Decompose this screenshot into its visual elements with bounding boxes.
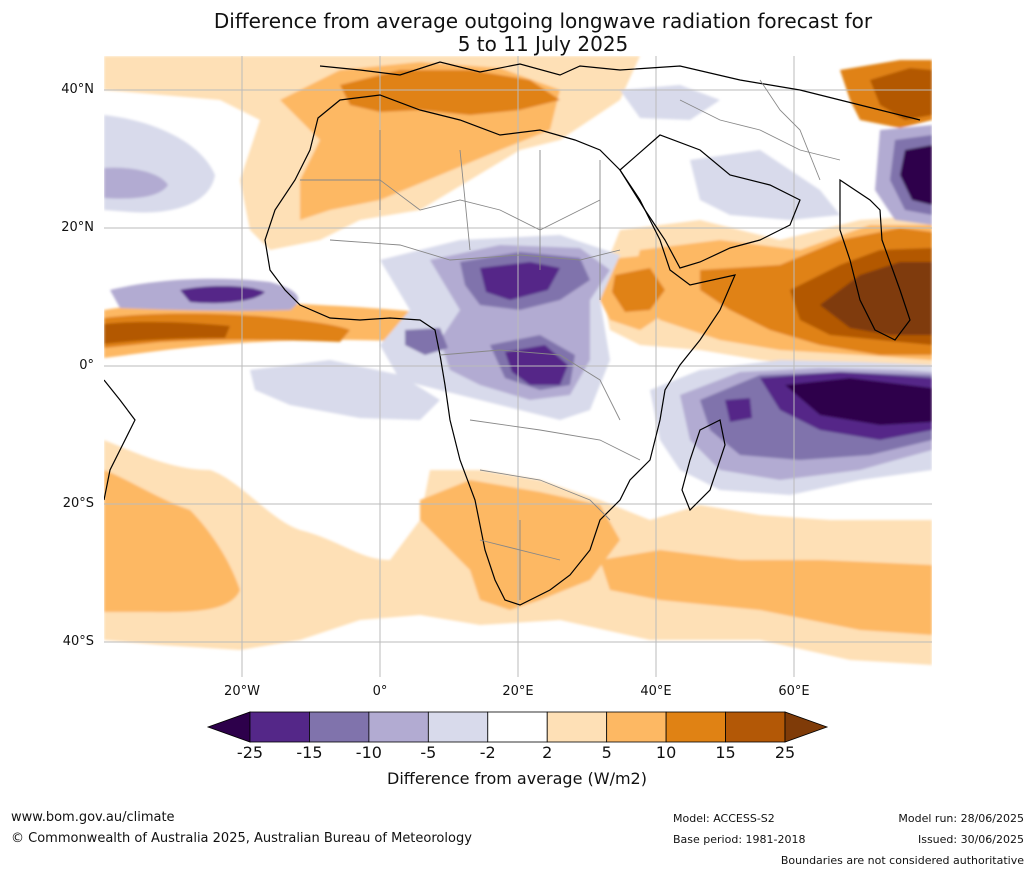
lon-label-60e: 60°E	[778, 684, 810, 699]
title-line-2: 5 to 11 July 2025	[457, 32, 629, 56]
lon-label-0: 0°	[372, 684, 388, 699]
anomaly-area-sudan-purple-dark	[480, 262, 560, 300]
colorbar-tick-label: -10	[355, 743, 382, 762]
coastline-europe	[319, 61, 921, 121]
colorbar-tick-label: 10	[655, 743, 677, 762]
colorbar-tick-label: 5	[601, 743, 612, 762]
colorbar-tick-label: 15	[715, 743, 736, 762]
lat-label-20s: 20°S	[62, 496, 94, 511]
colorbar-swatch	[606, 711, 667, 743]
website-text: www.bom.gov.au/climate	[11, 810, 175, 825]
anomaly-area-horn-africa-core	[612, 268, 665, 312]
anomaly-area-arabia-purple	[690, 150, 840, 220]
colorbar-swatch	[665, 711, 726, 743]
country-borders	[300, 79, 841, 600]
model-run-text: Model run: 28/06/2025	[898, 812, 1024, 825]
anomaly-area-atlantic-itcz-dark	[104, 321, 230, 344]
colorbar-swatch	[487, 711, 548, 743]
anomaly-area-iran-core	[870, 68, 932, 120]
anomaly-area-bay-bengal-core	[900, 145, 932, 205]
colorbar-tick-label: -25	[236, 743, 264, 762]
anomaly-area-south-atlantic-mid	[104, 470, 240, 613]
colorbar-swatch	[309, 711, 370, 743]
forecast-map	[104, 56, 932, 677]
coastlines	[104, 61, 921, 606]
anomaly-area-middle-east-purple	[620, 85, 720, 120]
coastline-madagascar	[681, 419, 726, 512]
copyright-text: © Commonwealth of Australia 2025, Austra…	[11, 831, 472, 846]
anomaly-area-atlantic-itcz-purple-dark	[180, 286, 265, 304]
base-period-text: Base period: 1981-2018	[673, 833, 806, 846]
colorbar-tick-label: 2	[542, 743, 553, 762]
coastline-south-america	[104, 379, 136, 501]
coastline-arabia	[619, 134, 801, 269]
disclaimer-text: Boundaries are not considered authoritat…	[780, 854, 1024, 867]
anomaly-area-india-core	[820, 262, 932, 335]
colorbar-tick-label: 25	[774, 743, 796, 762]
anomaly-area-mediterranean	[340, 70, 560, 115]
lon-label-20w: 20°W	[224, 684, 260, 699]
coastline-india	[839, 178, 911, 341]
colorbar-extend-low	[206, 711, 251, 743]
anomaly-fields	[104, 56, 932, 665]
colorbar-swatch	[725, 711, 786, 743]
lat-label-0: 0°	[79, 358, 94, 373]
anomaly-area-north-atlantic-purple-mid	[104, 167, 168, 199]
colorbar-swatch	[546, 711, 608, 743]
colorbar-tick-label: -2	[479, 743, 496, 762]
anomaly-area-gabon-purple	[405, 328, 448, 355]
anomaly-area-madagascar-purple	[725, 398, 752, 422]
colorbar-extend-high	[784, 711, 829, 743]
lat-label-40n: 40°N	[61, 82, 94, 97]
anomaly-area-south-atlantic-purple	[250, 360, 440, 420]
coastline-africa	[264, 94, 737, 606]
anomaly-area-indian-ocean-core	[785, 378, 932, 425]
chart-title: Difference from average outgoing longwav…	[150, 10, 936, 56]
issued-text: Issued: 30/06/2025	[917, 833, 1024, 846]
map-gridlines	[104, 56, 932, 677]
title-line-1: Difference from average outgoing longwav…	[213, 9, 873, 33]
anomaly-area-congo-purple-dark	[505, 345, 568, 385]
model-text: Model: ACCESS-S2	[673, 812, 775, 825]
lat-label-20n: 20°N	[61, 220, 94, 235]
colorbar-title: Difference from average (W/m2)	[387, 769, 647, 788]
lon-label-20e: 20°E	[502, 684, 534, 699]
colorbar-tick-label: -5	[420, 743, 437, 762]
anomaly-area-south-indian	[600, 550, 932, 635]
lon-label-40e: 40°E	[640, 684, 672, 699]
lat-label-40s: 40°S	[62, 634, 94, 649]
colorbar-swatch	[249, 711, 310, 743]
colorbar-tick-label: -15	[296, 743, 323, 762]
colorbar-swatch	[368, 711, 429, 743]
colorbar-swatch	[427, 711, 489, 743]
